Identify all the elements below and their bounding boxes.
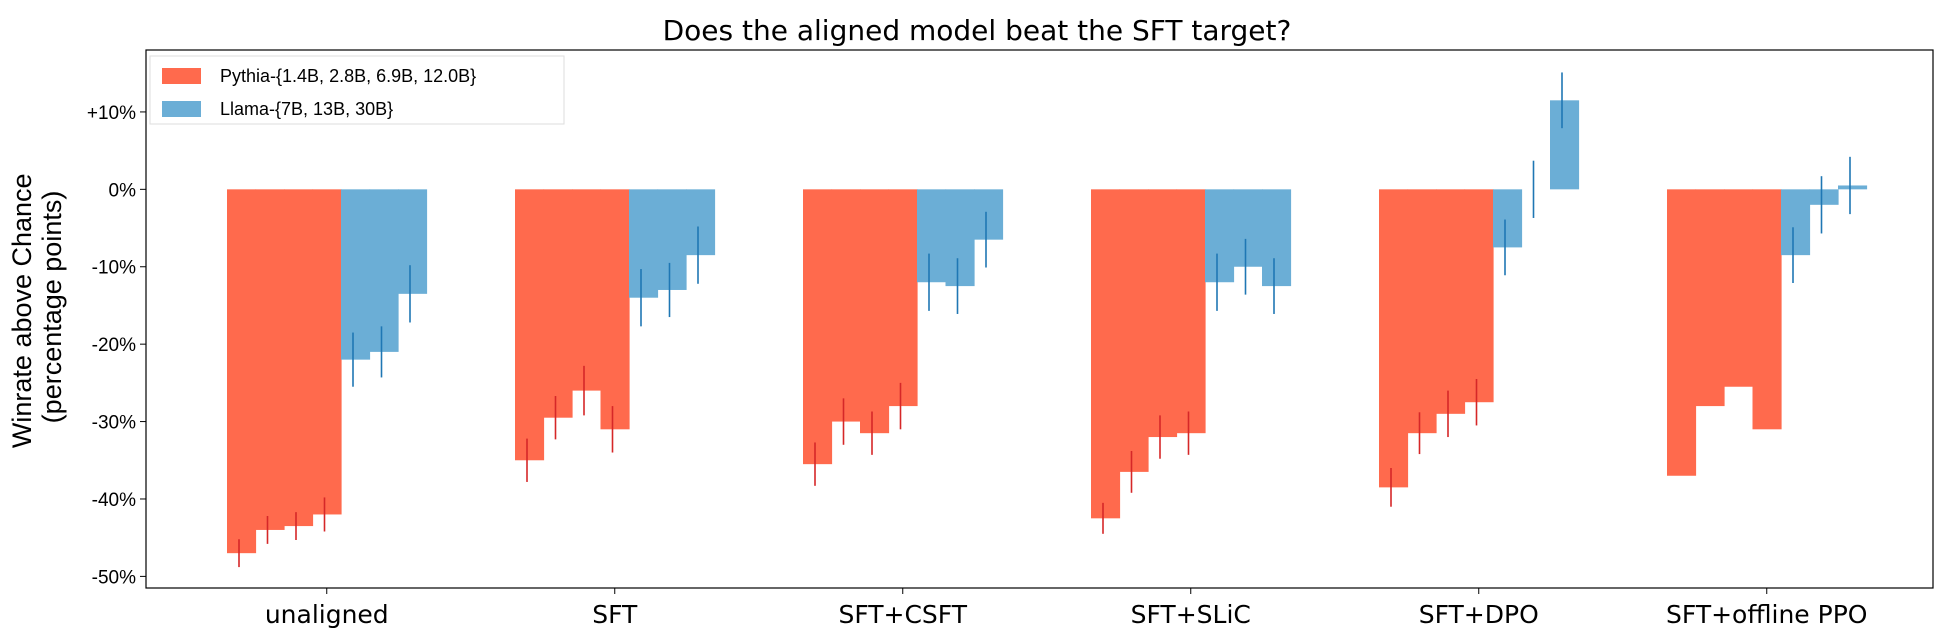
bar-pythia-2-2 (860, 189, 890, 434)
bar-llama-5-2 (1838, 185, 1868, 190)
bar-pythia-5-0 (1667, 189, 1697, 476)
bar-pythia-5-3 (1752, 189, 1782, 430)
x-tick-label-1: SFT (592, 600, 638, 628)
bar-pythia-1-1 (543, 189, 573, 418)
bar-pythia-4-1 (1407, 189, 1437, 434)
legend-swatch-pythia (162, 68, 201, 84)
bar-pythia-2-0 (803, 189, 833, 465)
bar-pythia-5-1 (1695, 189, 1725, 407)
bar-pythia-2-3 (888, 189, 918, 407)
legend-label-pythia: Pythia-{1.4B, 2.8B, 6.9B, 12.0B} (220, 66, 476, 86)
y-tick-label-1: 0% (109, 180, 137, 201)
bar-pythia-3-0 (1091, 189, 1121, 519)
plot-frame (145, 49, 1934, 589)
bar-pythia-2-1 (831, 189, 861, 422)
y-axis-label: Winrate above Chance (percentage points) (7, 166, 67, 448)
legend-swatch-llama (162, 101, 201, 117)
bar-llama-5-0 (1781, 189, 1811, 256)
y-tick-label-3: -20% (92, 335, 136, 356)
bar-pythia-4-2 (1436, 189, 1466, 414)
bar-llama-1-0 (629, 189, 659, 298)
bar-pythia-0-3 (312, 189, 342, 515)
bar-llama-1-2 (686, 189, 716, 256)
bar-pythia-0-0 (227, 189, 257, 554)
bar-pythia-1-0 (515, 189, 545, 461)
bar-pythia-0-2 (284, 189, 314, 527)
bar-pythia-3-1 (1119, 189, 1149, 472)
bar-llama-0-0 (341, 189, 371, 360)
y-tick-label-6: -50% (92, 567, 136, 588)
bar-pythia-1-3 (600, 189, 630, 430)
y-tick-label-0: +10% (87, 103, 136, 124)
bar-llama-0-1 (369, 189, 399, 352)
bar-pythia-4-3 (1464, 189, 1494, 403)
y-tick-label-5: -40% (92, 490, 136, 511)
y-tick-label-4: -30% (92, 413, 136, 434)
x-tick-label-5: SFT+offline PPO (1666, 600, 1867, 628)
x-tick-label-4: SFT+DPO (1419, 600, 1539, 628)
legend-frame (149, 55, 565, 125)
bar-llama-2-0 (917, 189, 947, 283)
bar-llama-3-0 (1205, 189, 1235, 283)
x-tick-label-2: SFT+CSFT (838, 600, 967, 628)
y-axis-label-line-2: (percentage points) (37, 191, 67, 424)
legend: Pythia-{1.4B, 2.8B, 6.9B, 12.0B} Llama-{… (149, 55, 565, 125)
bar-pythia-0-1 (255, 189, 285, 530)
legend-label-llama: Llama-{7B, 13B, 30B} (220, 99, 393, 119)
chart-title: Does the aligned model beat the SFT targ… (663, 14, 1292, 47)
x-tick-label-0: unaligned (265, 600, 389, 628)
bar-llama-3-1 (1233, 189, 1263, 267)
bar-pythia-3-2 (1148, 189, 1178, 438)
y-axis-label-line-1: Winrate above Chance (7, 173, 37, 448)
bar-pythia-5-2 (1724, 189, 1754, 387)
bar-pythia-3-3 (1176, 189, 1206, 434)
bar-llama-0-2 (398, 189, 428, 294)
plot-area (227, 72, 1868, 568)
bar-pythia-4-0 (1379, 189, 1409, 488)
bar-pythia-1-2 (572, 189, 602, 391)
bar-llama-4-0 (1493, 189, 1523, 248)
bar-llama-3-2 (1262, 189, 1292, 287)
bar-llama-2-2 (974, 189, 1004, 240)
y-tick-label-2: -10% (92, 258, 136, 279)
bar-llama-2-1 (945, 189, 975, 287)
bar-llama-4-2 (1550, 100, 1580, 190)
bar-llama-1-1 (657, 189, 687, 290)
x-tick-label-3: SFT+SLiC (1131, 600, 1251, 628)
bar-llama-5-1 (1809, 189, 1839, 205)
axes: unaligned SFT SFT+CSFT SFT+SLiC SFT+DPO SFT+o… (87, 49, 1934, 628)
